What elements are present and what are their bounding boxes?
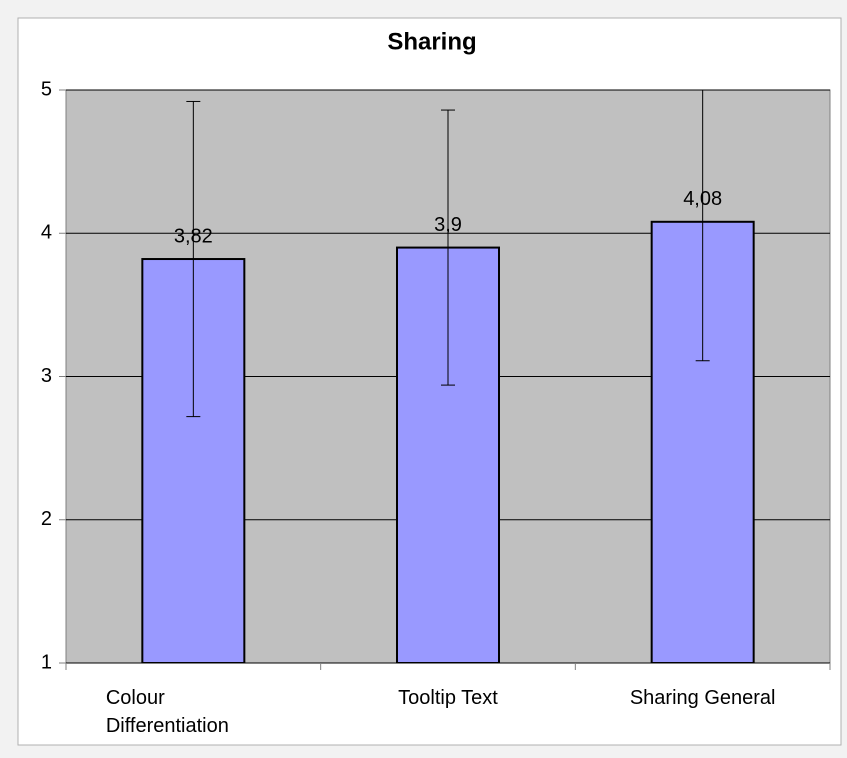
x-tick-label: Colour Differentiation (105, 687, 229, 737)
value-label: 4,08 (683, 188, 722, 210)
y-tick-label: 4 (41, 222, 52, 244)
x-tick-label-box: Colour Differentiation (68, 684, 318, 740)
x-tick-label: Sharing General (629, 687, 776, 709)
value-label: 3,82 (174, 225, 213, 247)
error-bar (186, 100, 201, 418)
chart-title: Sharing (387, 28, 476, 55)
x-tick-label: Tooltip Text (398, 687, 498, 709)
y-tick-label: 2 (41, 508, 52, 530)
x-tick-label-box: Sharing General (578, 684, 828, 712)
error-bar (695, 90, 710, 362)
x-tick-label-box: Tooltip Text (323, 684, 573, 712)
y-tick-label: 3 (41, 365, 52, 387)
plot-content (141, 90, 755, 663)
error-bar (441, 109, 455, 386)
y-tick-label: 5 (41, 78, 52, 100)
y-tick-label: 1 (41, 651, 52, 673)
value-label: 3,9 (434, 214, 462, 236)
